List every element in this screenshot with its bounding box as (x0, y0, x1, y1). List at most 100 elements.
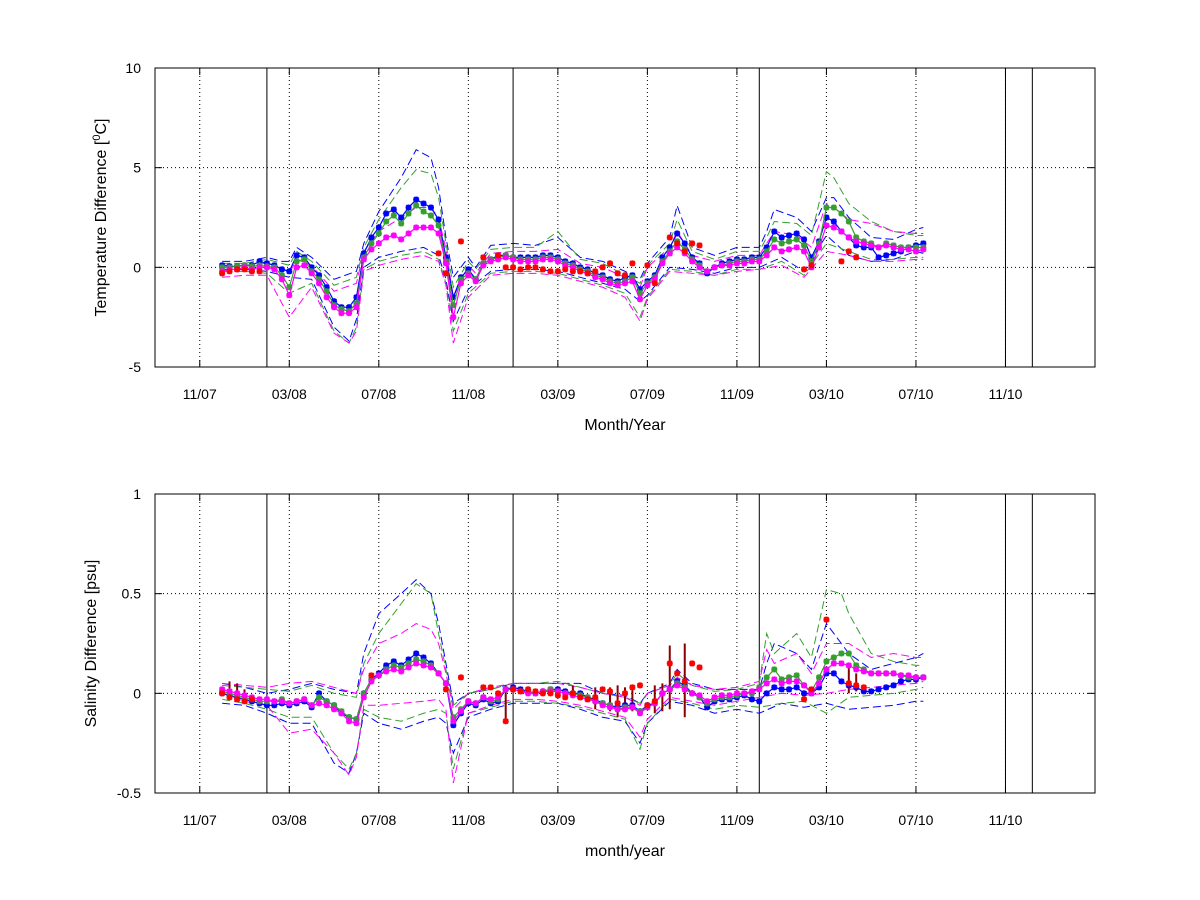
data-point (256, 268, 263, 275)
data-point (666, 686, 673, 693)
data-point (234, 690, 241, 697)
marker-stroke (606, 280, 614, 287)
data-point (778, 680, 785, 687)
marker-stroke (278, 266, 285, 273)
data-point (606, 260, 614, 267)
marker-stroke (427, 664, 434, 671)
marker-stroke (830, 218, 837, 225)
data-point (741, 260, 748, 267)
data-point (502, 254, 509, 261)
data-point (681, 678, 688, 685)
data-point (659, 260, 666, 267)
data-point (450, 314, 457, 321)
marker-stroke (666, 660, 673, 667)
marker-stroke (360, 256, 367, 263)
data-point (442, 680, 449, 687)
marker-stroke (405, 210, 412, 217)
marker-stroke (905, 246, 912, 253)
data-point (226, 688, 233, 695)
data-point (905, 246, 912, 253)
data-point (689, 690, 696, 697)
data-point (830, 218, 837, 225)
marker-stroke (241, 698, 248, 705)
marker-stroke (748, 696, 755, 703)
marker-stroke (435, 250, 442, 257)
x-axis-label: month/year (585, 843, 666, 860)
marker-stroke (263, 696, 270, 703)
data-point (845, 650, 852, 657)
marker-stroke (398, 236, 405, 243)
marker-stroke (480, 684, 487, 691)
data-point (741, 690, 748, 697)
data-point (457, 674, 464, 681)
marker-stroke (666, 234, 673, 241)
marker-stroke (875, 686, 882, 693)
data-point (532, 258, 539, 265)
data-point (689, 660, 696, 667)
data-point (517, 688, 524, 695)
x-tick-label: 11/10 (988, 812, 1022, 828)
marker-stroke (301, 262, 308, 269)
data-point (621, 280, 629, 287)
marker-stroke (346, 310, 353, 317)
x-tick-label: 07/10 (898, 386, 933, 402)
data-point (532, 264, 539, 271)
data-point (606, 704, 614, 711)
marker-stroke (816, 674, 823, 681)
data-point (502, 718, 509, 725)
marker-stroke (778, 248, 785, 255)
marker-stroke (338, 710, 345, 717)
marker-stroke (465, 698, 472, 705)
data-point (778, 240, 785, 247)
data-point (621, 706, 629, 713)
data-point (875, 244, 882, 251)
marker-stroke (644, 282, 651, 289)
data-point (726, 262, 733, 269)
data-point (442, 260, 449, 267)
marker-stroke (845, 680, 852, 687)
envelope-lower (222, 686, 924, 770)
data-point (368, 678, 375, 685)
marker-stroke (778, 680, 785, 687)
marker-stroke (830, 660, 837, 667)
marker-stroke (793, 678, 800, 685)
x-tick-label: 11/08 (451, 812, 485, 828)
data-point (614, 706, 621, 713)
marker-stroke (778, 234, 785, 241)
data-point (331, 304, 338, 311)
data-point (234, 696, 241, 703)
data-point (592, 694, 599, 701)
data-point (547, 256, 554, 263)
marker-stroke (316, 694, 323, 701)
data-point (853, 682, 860, 689)
marker-stroke (614, 706, 621, 713)
marker-stroke (502, 264, 509, 271)
data-point (532, 688, 539, 695)
marker-stroke (838, 660, 845, 667)
data-point (465, 698, 472, 705)
marker-stroke (502, 686, 509, 693)
marker-stroke (375, 230, 382, 237)
marker-stroke (323, 288, 330, 295)
data-point (301, 256, 308, 263)
x-tick-label: 11/07 (183, 812, 217, 828)
envelope-lower (222, 242, 924, 344)
marker-stroke (442, 270, 449, 277)
data-point (413, 224, 420, 231)
data-point (696, 692, 703, 699)
axes-box (154, 493, 1096, 794)
data-point (592, 268, 599, 275)
data-point (390, 666, 397, 673)
marker-stroke (786, 686, 793, 693)
marker-stroke (718, 692, 725, 699)
envelope-lower (222, 250, 924, 344)
marker-stroke (748, 688, 755, 695)
data-point (651, 280, 658, 287)
data-point (569, 268, 576, 275)
marker-stroke (457, 280, 464, 287)
data-point (405, 230, 412, 237)
marker-stroke (293, 258, 300, 265)
data-point (510, 256, 517, 263)
marker-stroke (413, 196, 420, 203)
marker-stroke (360, 694, 367, 701)
